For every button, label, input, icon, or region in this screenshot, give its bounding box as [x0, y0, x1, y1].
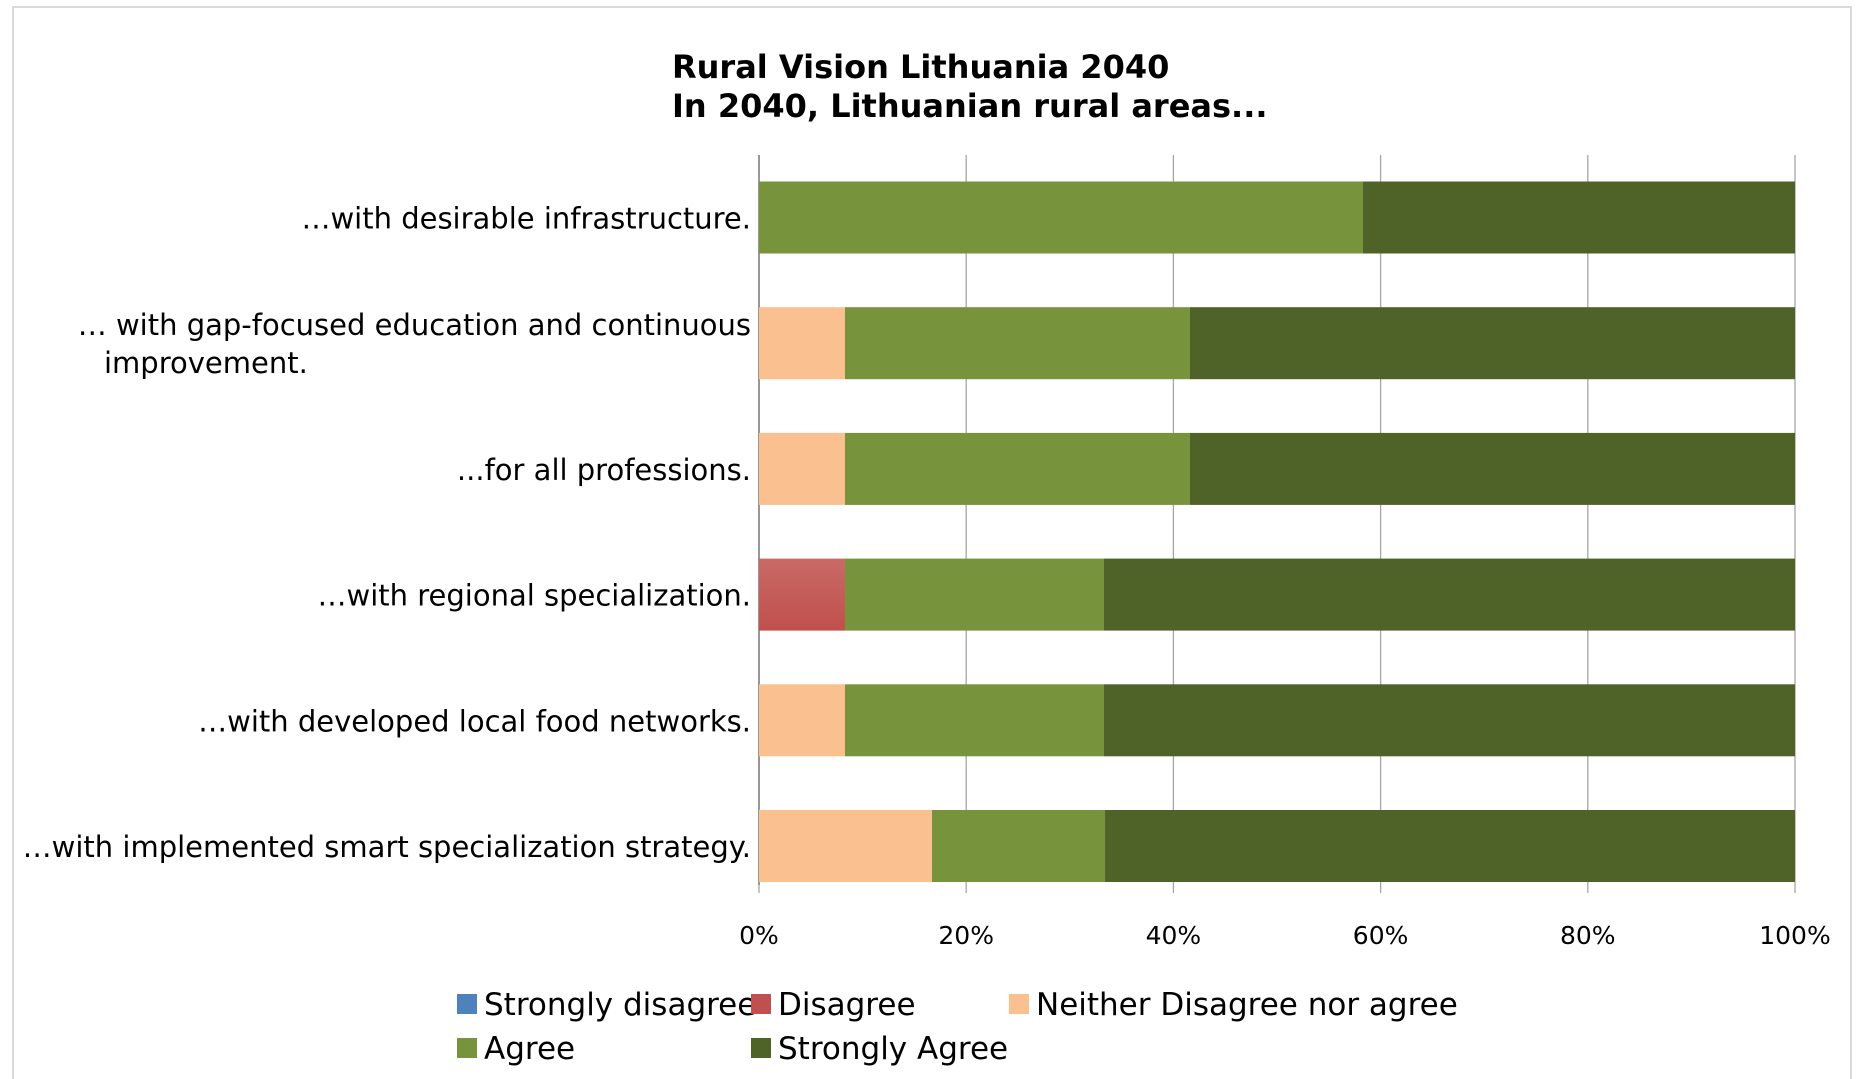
- legend-label: Neither Disagree nor agree: [1036, 987, 1458, 1023]
- x-tick-label: 40%: [1146, 921, 1202, 950]
- legend-label: Disagree: [778, 987, 916, 1023]
- category-label: ...for all professions.: [457, 453, 751, 487]
- legend-label: Strongly Agree: [778, 1031, 1008, 1067]
- bar-segment: [759, 432, 845, 505]
- chart-title: Rural Vision Lithuania 2040 In 2040, Lit…: [672, 48, 1268, 125]
- legend-swatch: [751, 1038, 771, 1058]
- bars: [759, 181, 1795, 882]
- bar-segment: [1103, 684, 1795, 757]
- bar-segment: [759, 558, 845, 631]
- legend-swatch: [457, 994, 477, 1014]
- legend-swatch: [751, 994, 771, 1014]
- legend-swatch: [457, 1038, 477, 1058]
- bar-segment: [932, 810, 1106, 882]
- bar-segment: [1189, 307, 1795, 380]
- category-label: …with developed local food networks.: [198, 704, 751, 738]
- bar-segment: [844, 432, 1190, 505]
- bar-segment: [759, 181, 1363, 254]
- bar-segment: [1105, 810, 1795, 882]
- category-label: …with desirable infrastructure.: [301, 202, 751, 236]
- category-label: …with regional specialization.: [317, 579, 751, 613]
- legend-swatch: [1009, 994, 1029, 1014]
- bar-segment: [1362, 181, 1795, 254]
- legend-label: Strongly disagree: [484, 987, 756, 1023]
- bar-segment: [759, 307, 845, 380]
- bar-segment: [844, 307, 1190, 380]
- chart-title-line-2: In 2040, Lithuanian rural areas...: [672, 87, 1268, 125]
- x-tick-label: 0%: [739, 921, 779, 950]
- chart-title-line-1: Rural Vision Lithuania 2040: [672, 48, 1169, 86]
- bar-segment: [844, 684, 1104, 757]
- category-label: improvement.: [104, 346, 308, 380]
- category-label: … with gap-focused education and continu…: [78, 308, 751, 342]
- bar-segment: [844, 558, 1104, 631]
- x-tick-label: 80%: [1560, 921, 1616, 950]
- legend: Strongly disagree Disagree Neither Disagre…: [457, 987, 1458, 1067]
- bar-segment: [759, 684, 845, 757]
- chart-frame: [12, 6, 1852, 1079]
- x-tick-label: 20%: [938, 921, 994, 950]
- bar-segment: [1189, 432, 1795, 505]
- x-axis: 0% 20% 40% 60% 80% 100%: [739, 885, 1831, 950]
- legend-label: Agree: [484, 1031, 575, 1067]
- bar-segment: [759, 810, 933, 882]
- x-tick-label: 100%: [1759, 921, 1830, 950]
- x-tick-label: 60%: [1353, 921, 1409, 950]
- bar-segment: [1103, 558, 1795, 631]
- category-labels: …with desirable infrastructure. … with ga…: [23, 202, 751, 865]
- category-label: …with implemented smart specialization s…: [23, 830, 751, 864]
- gridlines: [758, 155, 1796, 885]
